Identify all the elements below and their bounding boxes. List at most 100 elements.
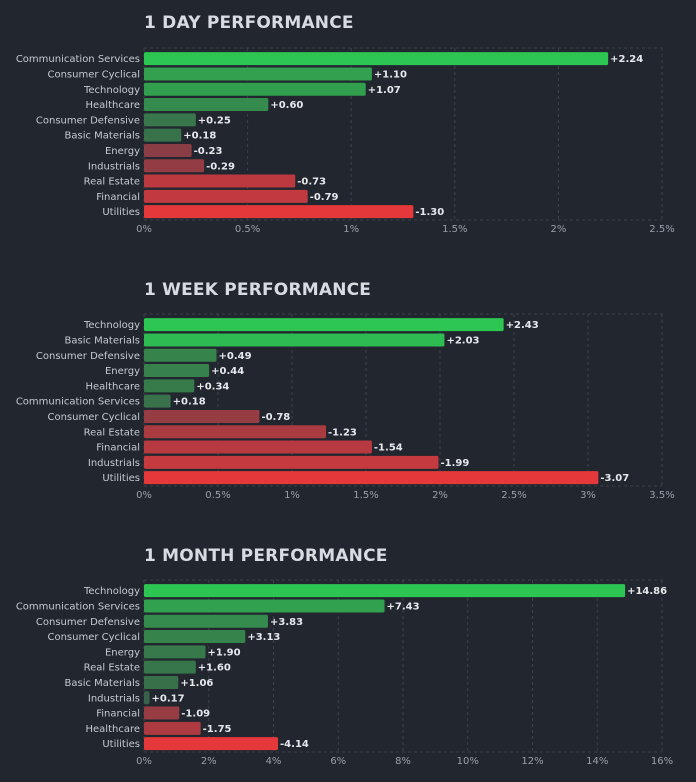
bar — [144, 599, 385, 613]
category-label: Energy — [105, 366, 140, 377]
bar — [144, 364, 210, 378]
data-label: +1.06 — [180, 678, 213, 689]
data-label: +7.43 — [387, 601, 420, 612]
category-label: Consumer Cyclical — [47, 412, 140, 423]
x-tick-label: 0% — [136, 490, 152, 501]
category-label: Utilities — [102, 207, 140, 218]
data-label: -1.75 — [203, 724, 232, 735]
category-label: Industrials — [88, 458, 140, 469]
category-label: Technology — [83, 85, 140, 96]
bar — [144, 440, 372, 454]
category-label: Consumer Defensive — [36, 351, 140, 362]
data-label: +0.49 — [219, 351, 252, 362]
data-label: +1.07 — [368, 85, 401, 96]
x-tick-label: 2% — [432, 490, 448, 501]
week-performance-chart: Technology +2.43 Basic Materials +2.03 Consu… — [16, 313, 675, 501]
x-tick-label: 0.5% — [235, 224, 260, 235]
category-label: Real Estate — [84, 177, 140, 188]
data-label: +14.86 — [627, 586, 667, 597]
x-tick-label: 2% — [201, 756, 217, 767]
bar — [144, 471, 599, 485]
x-tick-label: 6% — [330, 756, 346, 767]
category-label: Communication Services — [16, 54, 140, 65]
bar — [144, 52, 609, 66]
category-label: Financial — [96, 443, 140, 454]
bar — [144, 645, 206, 659]
data-label: +0.17 — [152, 693, 185, 704]
data-label: +0.44 — [211, 366, 244, 377]
category-label: Consumer Cyclical — [47, 69, 140, 80]
data-label: -0.79 — [310, 192, 339, 203]
bar — [144, 348, 217, 362]
x-tick-label: 14% — [586, 756, 608, 767]
category-label: Financial — [96, 709, 140, 720]
data-label: -0.73 — [297, 177, 326, 188]
category-label: Healthcare — [85, 724, 140, 735]
category-label: Basic Materials — [65, 335, 141, 346]
category-label: Technology — [83, 586, 140, 597]
x-tick-label: 4% — [266, 756, 282, 767]
category-label: Consumer Defensive — [36, 617, 140, 628]
chart-title: 1 WEEK PERFORMANCE — [144, 280, 372, 300]
bar — [144, 143, 192, 157]
data-label: +2.43 — [506, 320, 539, 331]
data-label: +2.24 — [610, 54, 643, 65]
month-performance-chart: Technology +14.86 Communication Services +7… — [16, 579, 673, 767]
bar — [144, 379, 195, 393]
x-tick-label: 8% — [395, 756, 411, 767]
bar — [144, 113, 196, 127]
bar — [144, 691, 150, 705]
bar — [144, 174, 296, 188]
x-tick-label: 3.5% — [649, 490, 674, 501]
bar — [144, 455, 439, 469]
bar — [144, 159, 205, 173]
x-tick-label: 3% — [580, 490, 596, 501]
bar — [144, 98, 269, 112]
bar — [144, 128, 182, 142]
category-label: Energy — [105, 146, 140, 157]
x-tick-label: 2.5% — [649, 224, 674, 235]
bar — [144, 675, 179, 689]
grid — [143, 579, 663, 753]
data-label: +3.83 — [270, 617, 303, 628]
chart-title: 1 MONTH PERFORMANCE — [144, 546, 388, 566]
bar — [144, 614, 268, 628]
bar — [144, 394, 171, 408]
bar — [144, 660, 196, 674]
bar — [144, 409, 260, 423]
x-tick-label: 1.5% — [442, 224, 467, 235]
category-label: Real Estate — [84, 663, 140, 674]
data-label: +0.18 — [173, 397, 206, 408]
category-label: Technology — [83, 320, 140, 331]
bar — [144, 706, 180, 720]
bar — [144, 205, 414, 219]
category-label: Healthcare — [85, 381, 140, 392]
bar — [144, 737, 279, 751]
data-label: +0.34 — [196, 381, 229, 392]
data-label: -0.29 — [206, 161, 235, 172]
data-label: -1.23 — [328, 427, 357, 438]
data-label: +0.25 — [198, 115, 231, 126]
bar — [144, 82, 366, 96]
x-tick-label: 2.5% — [501, 490, 526, 501]
x-tick-label: 12% — [521, 756, 543, 767]
category-label: Utilities — [102, 739, 140, 750]
bar — [144, 584, 626, 598]
category-label: Real Estate — [84, 427, 140, 438]
x-tick-label: 0% — [136, 756, 152, 767]
bar — [144, 318, 504, 332]
x-tick-label: 1% — [284, 490, 300, 501]
bar — [144, 630, 246, 644]
category-label: Communication Services — [16, 397, 140, 408]
category-label: Healthcare — [85, 100, 140, 111]
bar — [144, 425, 327, 439]
x-tick-label: 10% — [457, 756, 479, 767]
data-label: -1.09 — [181, 709, 210, 720]
data-label: -1.30 — [415, 207, 444, 218]
category-label: Basic Materials — [65, 131, 141, 142]
category-label: Communication Services — [16, 601, 140, 612]
data-label: -0.23 — [194, 146, 223, 157]
x-tick-label: 0.5% — [205, 490, 230, 501]
data-label: +1.60 — [198, 663, 231, 674]
data-label: -1.99 — [441, 458, 470, 469]
